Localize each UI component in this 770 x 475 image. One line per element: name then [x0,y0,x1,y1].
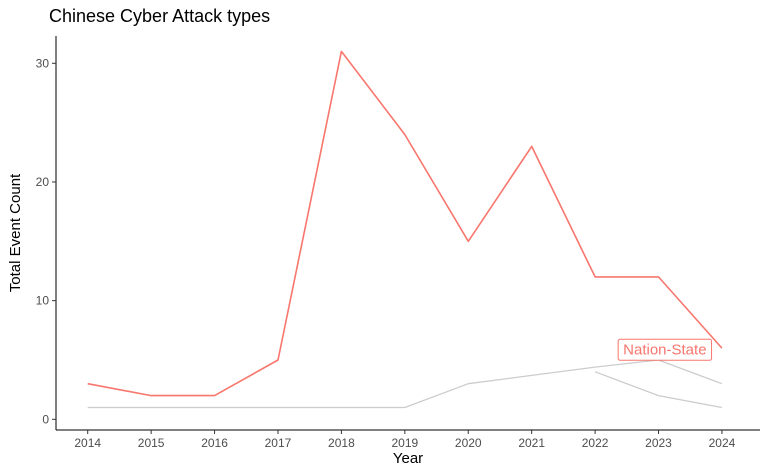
series-annotation: Nation-State [617,338,713,361]
x-tick-label: 2019 [391,436,418,450]
x-tick-label: 2022 [582,436,609,450]
series-line-background [87,359,723,409]
x-tick-label: 2016 [201,436,228,450]
x-axis-ticks: 2014 2015 2016 2017 2018 2019 2020 2021 2022 2023… [74,430,736,450]
x-tick-label: 2015 [138,436,165,450]
x-tick-label: 2024 [709,436,736,450]
x-tick-label: 2014 [74,436,101,450]
y-axis-ticks: 0 10 20 30 [36,56,56,426]
x-tick-label: 2020 [455,436,482,450]
series-lines [87,50,723,409]
series-line-background [594,371,723,409]
x-axis-title: Year [393,450,423,467]
x-tick-label: 2017 [265,436,292,450]
y-tick-label: 0 [42,412,49,426]
x-tick-label: 2023 [645,436,672,450]
x-tick-label: 2018 [328,436,355,450]
y-tick-label: 20 [36,175,50,189]
x-tick-label: 2021 [518,436,545,450]
y-axis-title: Total Event Count [7,173,24,292]
y-tick-label: 10 [36,294,50,308]
chart-title: Chinese Cyber Attack types [49,6,271,26]
series-line-highlight [87,50,723,397]
series-label-box [617,338,713,361]
y-tick-label: 30 [36,56,50,70]
series-label-text: Nation-State [623,341,706,358]
